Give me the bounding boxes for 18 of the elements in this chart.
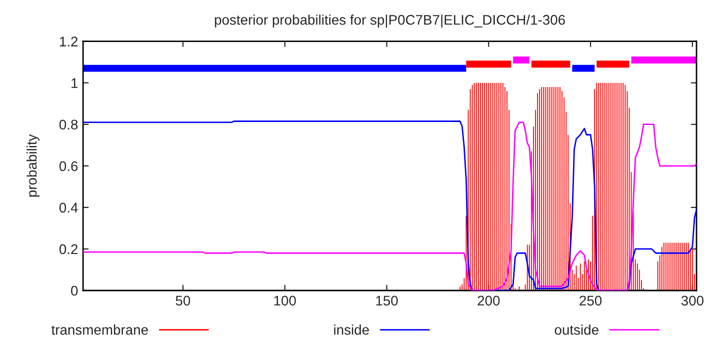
y-tick-label: 0.6: [59, 161, 78, 172]
y-axis-title: probability: [26, 134, 40, 197]
x-tick-label: 250: [580, 296, 602, 306]
x-tick-label: 50: [176, 296, 190, 306]
legend-label: inside: [334, 324, 369, 335]
y-tick-label: 1.2: [60, 36, 78, 46]
y-tick-label: 0: [71, 286, 78, 296]
x-tick-label: 200: [478, 296, 500, 306]
y-tick-label: 0.4: [59, 202, 78, 213]
chart-title: posterior probabilities for sp|P0C7B7|ELIC_DICCH/1-306: [214, 14, 565, 28]
legend-label: outside: [554, 324, 598, 335]
y-tick-label: 1: [72, 78, 78, 88]
x-tick-label: 300: [681, 296, 704, 306]
x-tick-label: 100: [274, 296, 296, 306]
legend-label: transmembrane: [51, 324, 148, 335]
y-tick-label: 0.8: [59, 120, 78, 130]
y-tick-label: 0.2: [59, 244, 78, 254]
x-tick-label: 150: [376, 296, 398, 306]
